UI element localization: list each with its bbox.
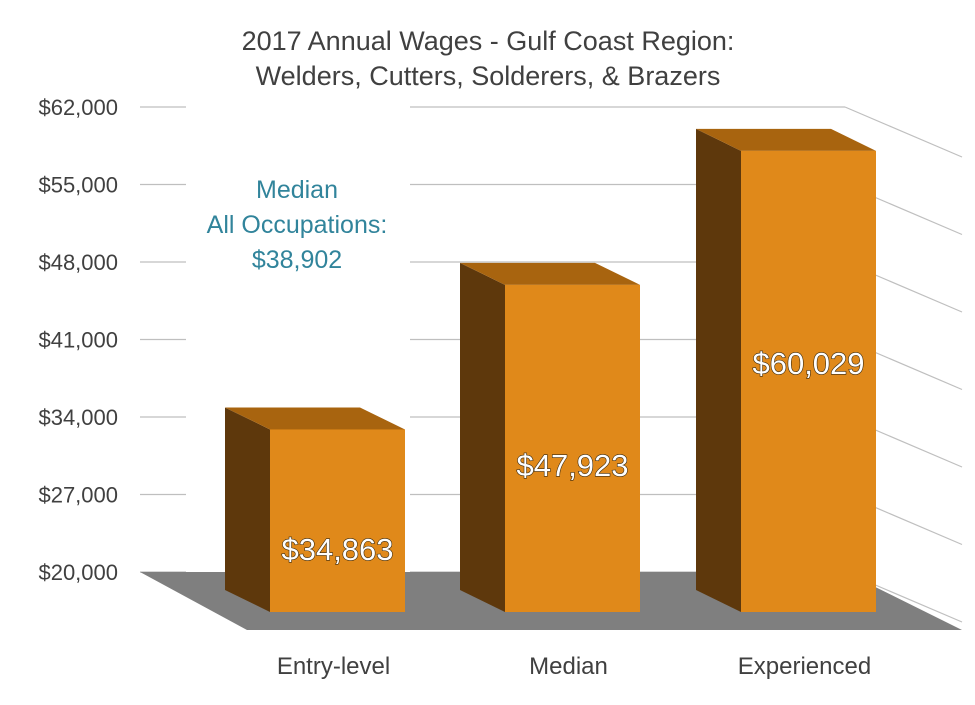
data-labels: $34,863 $47,923 $60,029 bbox=[281, 345, 865, 567]
gridline-side bbox=[844, 106, 963, 158]
annotation-line-3: $38,902 bbox=[252, 246, 342, 274]
x-category-label: Median bbox=[529, 653, 608, 680]
y-tick-label: $41,000 bbox=[38, 328, 118, 353]
chart-title-line-1: 2017 Annual Wages - Gulf Coast Region: bbox=[242, 26, 735, 56]
bar-side-face bbox=[225, 407, 270, 612]
x-axis-category-labels: Entry-level Median Experienced bbox=[277, 653, 871, 680]
x-category-label: Experienced bbox=[738, 653, 871, 680]
y-tick-label: $62,000 bbox=[38, 95, 118, 120]
bar-top-face bbox=[225, 407, 405, 430]
bars bbox=[225, 128, 876, 613]
y-axis-tick-labels: $20,000 $27,000 $34,000 $41,000 $48,000 $55,0… bbox=[38, 95, 118, 585]
bar-top-face bbox=[460, 262, 640, 285]
bar-entry-level bbox=[225, 407, 405, 612]
bar-median bbox=[460, 262, 640, 612]
y-tick-label: $34,000 bbox=[38, 405, 118, 430]
annotation-line-1: Median bbox=[256, 176, 338, 204]
bar-top-face bbox=[696, 128, 876, 151]
bar-side-face bbox=[696, 128, 741, 613]
y-tick-label: $27,000 bbox=[38, 483, 118, 508]
annotation-line-2: All Occupations: bbox=[207, 211, 388, 239]
data-label: $34,863 bbox=[281, 532, 393, 567]
bar-front-face bbox=[270, 429, 405, 612]
y-tick-label: $55,000 bbox=[38, 173, 118, 198]
y-tick-label: $20,000 bbox=[38, 560, 118, 585]
y-tick-label: $48,000 bbox=[38, 250, 118, 275]
bar-front-face bbox=[505, 284, 640, 612]
data-label: $47,923 bbox=[516, 448, 628, 483]
data-label: $60,029 bbox=[752, 346, 864, 381]
bar-front-face bbox=[741, 150, 876, 613]
x-category-label: Entry-level bbox=[277, 653, 390, 680]
chart-title-line-2: Welders, Cutters, Solderers, & Brazers bbox=[256, 61, 721, 91]
median-all-occupations-annotation: Median All Occupations: $38,902 bbox=[207, 176, 388, 274]
bar-experienced bbox=[696, 128, 876, 613]
bar-side-face bbox=[460, 262, 505, 612]
